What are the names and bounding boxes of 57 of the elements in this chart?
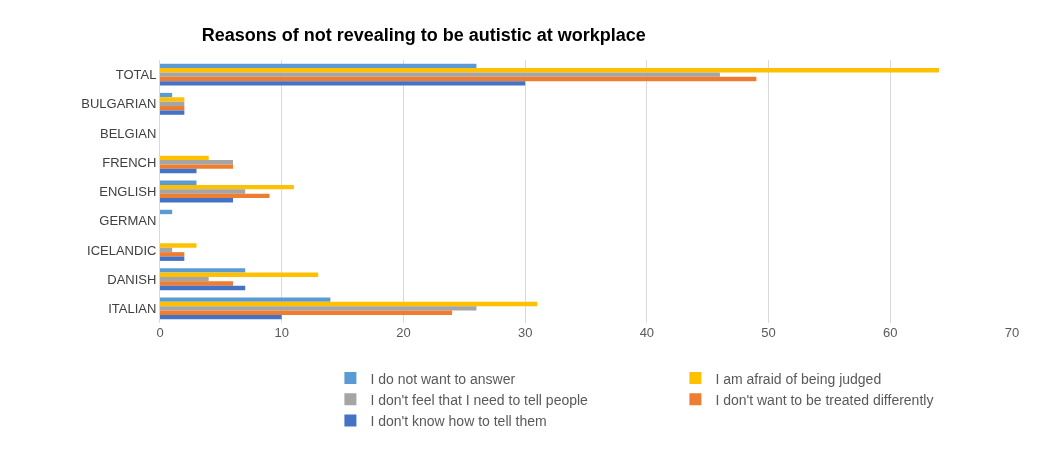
x-tick-label: 30 [517, 325, 533, 340]
y-tick-label: ICELANDIC [87, 242, 157, 258]
bar [160, 164, 234, 169]
bar [160, 101, 185, 107]
bar [160, 306, 477, 311]
bar [160, 301, 538, 307]
bar [160, 180, 197, 185]
legend-label: I am afraid of being judged [715, 370, 882, 387]
bar [160, 110, 185, 115]
legend-label: I do not want to answer [370, 370, 516, 387]
bar [160, 81, 526, 86]
bar [160, 189, 246, 194]
bar [160, 155, 209, 161]
y-tick-label: TOTAL [115, 67, 157, 83]
bar [160, 184, 294, 190]
bar [160, 209, 173, 215]
chart-title: Reasons of not revealing to be autistic at workplace [201, 24, 646, 45]
y-tick-label: BULGARIAN [81, 96, 157, 112]
bar [160, 198, 234, 203]
bar [160, 276, 209, 282]
bar [160, 297, 331, 302]
bar [160, 310, 453, 315]
bar [160, 72, 720, 77]
bar [160, 97, 185, 102]
bar [160, 247, 173, 253]
bar [160, 106, 185, 111]
legend-label: I don't feel that I need to tell people [370, 391, 589, 408]
x-tick-label: 70 [1004, 325, 1020, 340]
bar [160, 243, 197, 248]
bar [160, 285, 246, 291]
legend-label: I don't know how to tell them [370, 412, 547, 429]
bar [160, 92, 173, 98]
bar [160, 256, 185, 261]
legend-label: I don't want to be treated differently [715, 391, 934, 408]
x-tick-label: 60 [883, 325, 898, 340]
y-tick-label: FRENCH [102, 154, 157, 170]
bar [160, 281, 234, 286]
bar [160, 193, 270, 199]
y-tick-label: ITALIAN [108, 300, 157, 316]
bar [160, 268, 246, 273]
y-tick-label: BELGIAN [100, 125, 157, 141]
x-tick-label: 0 [156, 325, 164, 340]
x-tick-label: 40 [639, 325, 655, 340]
bar [160, 272, 319, 277]
bar [160, 160, 234, 165]
y-tick-label: DANISH [107, 271, 157, 287]
bar [160, 63, 477, 69]
bar [160, 168, 197, 174]
bar [160, 68, 939, 73]
bar [160, 252, 185, 257]
x-tick-label: 50 [761, 325, 776, 340]
bar [160, 314, 282, 320]
y-tick-label: ENGLISH [99, 184, 157, 200]
x-tick-label: 20 [396, 325, 411, 340]
x-tick-label: 10 [274, 325, 289, 340]
bar [160, 76, 757, 82]
y-tick-label: GERMAN [99, 213, 157, 229]
